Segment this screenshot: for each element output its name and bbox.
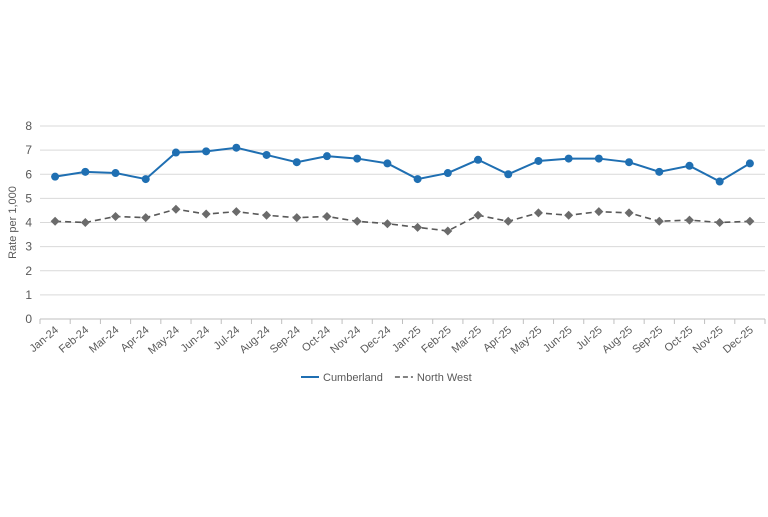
data-point: [111, 169, 120, 178]
x-tick-label: Oct-25: [662, 324, 695, 354]
y-tick-label: 7: [25, 143, 32, 157]
data-point: [564, 210, 574, 220]
data-point: [51, 172, 60, 181]
data-point: [202, 147, 211, 156]
series-cumberland: [51, 143, 754, 186]
data-point: [201, 209, 211, 219]
data-point: [352, 216, 362, 226]
legend: Cumberland North West: [301, 372, 472, 384]
data-point: [594, 154, 603, 163]
x-tick-label: Jan-25: [390, 324, 423, 355]
data-point: [231, 207, 241, 217]
legend-label: Cumberland: [323, 372, 383, 384]
data-point: [292, 213, 302, 223]
data-point: [473, 210, 483, 220]
data-point: [654, 216, 664, 226]
data-point: [745, 159, 754, 168]
y-tick-label: 6: [25, 167, 32, 181]
data-point: [685, 161, 694, 170]
x-tick-label: May-24: [146, 324, 182, 357]
data-point: [322, 152, 331, 161]
x-tick-label: Sep-24: [268, 324, 303, 356]
y-tick-label: 5: [25, 191, 32, 205]
series-lines: [50, 143, 755, 236]
gridlines: [40, 125, 765, 296]
x-tick-label: Feb-25: [419, 324, 453, 356]
data-point: [564, 154, 573, 163]
data-point: [262, 210, 272, 220]
legend-item: North West: [394, 372, 472, 384]
y-tick-label: 2: [25, 264, 32, 278]
data-point: [171, 204, 181, 214]
data-point: [50, 216, 60, 226]
x-tick-label: Jun-25: [541, 324, 574, 355]
series-line: [55, 208, 750, 232]
data-point: [383, 159, 392, 168]
data-point: [80, 218, 90, 227]
y-tick-label: 0: [25, 312, 32, 326]
data-point: [141, 213, 151, 223]
data-point: [141, 175, 150, 184]
data-point: [382, 219, 392, 229]
y-axis-title: Rate per 1,000: [7, 186, 19, 259]
data-point: [504, 170, 513, 179]
legend-item: Cumberland: [301, 372, 383, 384]
y-tick-label: 4: [25, 216, 32, 230]
data-point: [292, 158, 301, 167]
x-tick-label: Oct-24: [300, 324, 333, 354]
x-tick-label: May-25: [509, 324, 545, 357]
x-tick-label: Feb-24: [57, 324, 91, 356]
x-tick-label: Nov-24: [328, 324, 363, 356]
x-tick-label: Aug-25: [600, 324, 635, 356]
data-point: [715, 177, 724, 186]
x-tick-label: Dec-24: [358, 324, 393, 356]
data-point: [594, 207, 604, 217]
data-point: [655, 167, 664, 176]
data-point: [232, 143, 241, 152]
x-tick-label: Sep-25: [630, 324, 665, 356]
series-line: [54, 146, 751, 183]
x-tick-label: Dec-25: [721, 324, 756, 356]
data-point: [171, 148, 180, 157]
x-tick-label: Aug-24: [238, 324, 273, 356]
data-point: [262, 150, 271, 159]
data-point: [534, 156, 543, 165]
data-point: [443, 169, 452, 178]
data-point: [684, 215, 694, 225]
y-tick-label: 3: [25, 240, 32, 254]
x-tick-label: Jun-24: [179, 324, 212, 355]
data-point: [745, 216, 755, 226]
data-point: [353, 154, 362, 163]
data-point: [624, 208, 634, 218]
data-point: [322, 211, 332, 221]
data-point: [474, 155, 483, 164]
data-point: [625, 158, 634, 167]
x-tick-label: Mar-24: [87, 324, 121, 356]
data-point: [413, 222, 423, 232]
x-tick-label: Jan-24: [28, 324, 61, 355]
data-point: [443, 226, 453, 236]
data-point: [533, 208, 543, 218]
series-north-west: [50, 204, 755, 236]
x-tick-label: Nov-25: [691, 324, 726, 356]
data-point: [81, 167, 90, 176]
legend-label: North West: [417, 372, 472, 384]
y-tick-label: 1: [25, 288, 32, 302]
axes: 012345678Jan-24Feb-24Mar-24Apr-24May-24J…: [7, 119, 766, 357]
x-tick-label: Mar-25: [450, 324, 484, 356]
y-tick-label: 8: [25, 119, 32, 133]
data-point: [503, 216, 513, 226]
data-point: [413, 175, 422, 184]
data-point: [715, 218, 725, 227]
data-point: [111, 211, 121, 221]
